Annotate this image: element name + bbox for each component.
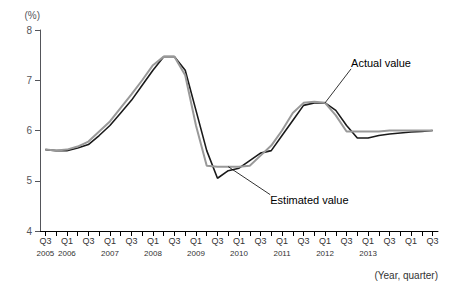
svg-text:5: 5: [26, 175, 32, 186]
svg-text:2006: 2006: [58, 249, 76, 258]
svg-text:Estimated value: Estimated value: [270, 194, 348, 206]
svg-text:2007: 2007: [101, 249, 119, 258]
svg-text:Actual value: Actual value: [351, 57, 411, 69]
svg-text:Q3: Q3: [427, 236, 439, 246]
svg-text:2012: 2012: [316, 249, 334, 258]
svg-text:4: 4: [26, 226, 32, 237]
svg-text:Q1: Q1: [104, 236, 116, 246]
svg-text:2013: 2013: [359, 249, 377, 258]
svg-text:Q3: Q3: [341, 236, 353, 246]
svg-text:Q3: Q3: [82, 236, 94, 246]
svg-text:Q3: Q3: [255, 236, 267, 246]
svg-text:6: 6: [26, 125, 32, 136]
svg-text:2005: 2005: [36, 249, 54, 258]
svg-text:2009: 2009: [187, 249, 205, 258]
svg-text:Q1: Q1: [362, 236, 374, 246]
svg-text:Q1: Q1: [233, 236, 245, 246]
svg-text:Q1: Q1: [61, 236, 73, 246]
svg-text:Q1: Q1: [190, 236, 202, 246]
svg-text:2011: 2011: [273, 249, 291, 258]
svg-text:Q3: Q3: [384, 236, 396, 246]
svg-text:Q3: Q3: [125, 236, 137, 246]
svg-text:Q3: Q3: [168, 236, 180, 246]
svg-text:Q1: Q1: [147, 236, 159, 246]
svg-text:2008: 2008: [144, 249, 162, 258]
svg-text:8: 8: [26, 25, 32, 36]
svg-text:Q3: Q3: [39, 236, 51, 246]
svg-text:Q3: Q3: [211, 236, 223, 246]
svg-text:2010: 2010: [230, 249, 248, 258]
svg-text:Q1: Q1: [319, 236, 331, 246]
svg-text:(%): (%): [24, 10, 40, 21]
svg-text:Q1: Q1: [405, 236, 417, 246]
svg-text:7: 7: [26, 75, 32, 86]
svg-text:Q3: Q3: [298, 236, 310, 246]
svg-text:Q1: Q1: [276, 236, 288, 246]
svg-text:(Year, quarter): (Year, quarter): [374, 270, 438, 281]
